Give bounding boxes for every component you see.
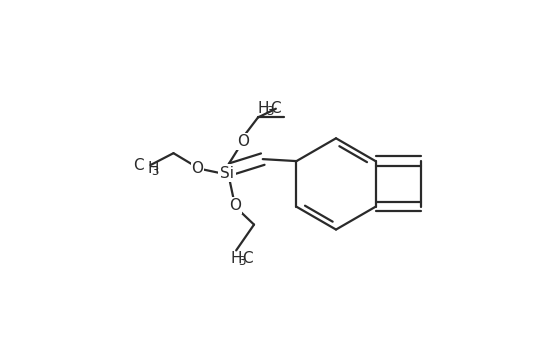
Text: H: H [148, 161, 159, 176]
Text: O: O [229, 198, 241, 213]
Text: C: C [133, 158, 143, 173]
Text: Si: Si [220, 166, 234, 181]
Text: H: H [230, 251, 242, 266]
Text: C: C [270, 101, 281, 116]
Text: 3: 3 [152, 165, 159, 178]
Text: O: O [191, 161, 203, 176]
Text: H: H [258, 101, 270, 116]
Text: 3: 3 [266, 105, 273, 118]
Text: O: O [237, 134, 249, 149]
Text: C: C [242, 251, 253, 266]
Text: 3: 3 [238, 255, 245, 268]
